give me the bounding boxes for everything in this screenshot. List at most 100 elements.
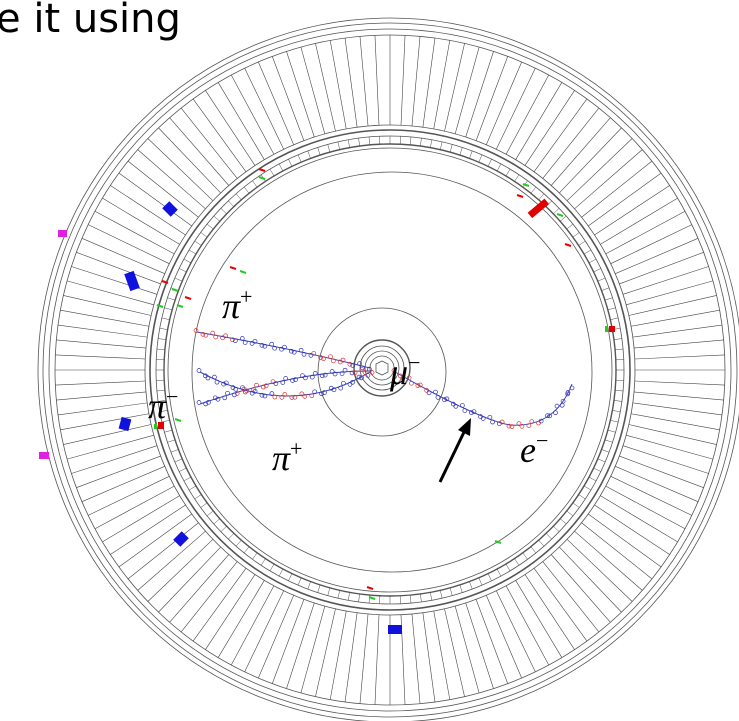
hit: [124, 270, 140, 292]
label-charge: −: [408, 350, 420, 375]
calorimeter-segment: [60, 413, 149, 431]
solenoid-segment: [317, 147, 321, 156]
calorimeter-segment: [63, 295, 152, 316]
solenoid-segment: [188, 249, 197, 255]
drift-hit: [331, 387, 337, 393]
hit: [366, 586, 374, 590]
solenoid-segment: [337, 141, 340, 150]
calorimeter-segment: [217, 580, 265, 658]
solenoid-segment: [161, 420, 170, 423]
solenoid-segment: [522, 552, 528, 560]
calorimeter-segment: [102, 197, 180, 245]
solenoid-segment: [545, 200, 552, 207]
drift-hit: [424, 388, 430, 393]
calorimeter-segment: [147, 539, 214, 602]
calorimeter-segment: [594, 504, 670, 555]
hit: [258, 176, 266, 180]
calorimeter-segment: [475, 599, 508, 684]
drift-hit: [415, 383, 421, 388]
drift-hit: [330, 358, 336, 364]
drift-hit: [559, 402, 565, 408]
calorimeter-segment: [400, 35, 406, 126]
hit: [516, 194, 524, 198]
calorimeter-segment: [454, 46, 480, 134]
solenoid-segment: [170, 449, 179, 453]
drift-hit: [193, 328, 199, 333]
solenoid-segment: [612, 410, 621, 413]
solenoid-segment: [297, 154, 302, 163]
calorimeter-segment: [137, 149, 206, 210]
calorimeter-segment: [158, 546, 221, 613]
solenoid-segment: [220, 208, 227, 215]
label-charge: +: [240, 284, 252, 309]
arrow-head: [458, 418, 471, 436]
drift-hit: [338, 385, 344, 391]
calorimeter-segment: [559, 127, 622, 194]
calorimeter-segment: [496, 68, 536, 150]
label-symbol: π: [148, 386, 167, 426]
label-symbol: π: [222, 286, 241, 326]
drift-hit: [519, 423, 525, 429]
drift-hit: [391, 368, 397, 373]
solenoid-segment: [358, 593, 360, 602]
calorimeter-segment: [486, 595, 522, 679]
drift-hit: [560, 398, 566, 404]
drift-hit: [203, 332, 209, 338]
drift-hit: [230, 337, 235, 343]
drift-hit: [553, 410, 558, 416]
calorimeter-segment: [147, 138, 214, 201]
calorimeter-segment: [244, 590, 284, 672]
solenoid-segment: [228, 200, 235, 207]
drift-hit: [262, 343, 268, 349]
hits: [39, 168, 615, 634]
calorimeter-segment: [81, 466, 165, 502]
calorimeter-segment: [94, 485, 175, 530]
calorimeter-segment: [137, 530, 206, 591]
solenoid-segment: [538, 540, 545, 547]
solenoid-segment: [159, 327, 168, 330]
solenoid-segment: [368, 136, 370, 145]
calorimeter-segment: [550, 117, 611, 186]
calorimeter-segment: [169, 554, 230, 623]
drift-hit: [442, 397, 447, 402]
solenoid-segment: [572, 502, 580, 508]
drift-hit: [357, 361, 362, 366]
hit: [368, 596, 376, 600]
calorimeter-segment: [60, 309, 149, 327]
header-text: e it using: [0, 0, 181, 42]
solenoid-segment: [593, 467, 601, 472]
calorimeter-segment: [588, 172, 662, 227]
calorimeter-segment: [622, 445, 709, 474]
solenoid-segment: [597, 458, 606, 463]
solenoid-segment: [478, 154, 483, 163]
drift-hit: [283, 376, 289, 381]
calorimeter-segment: [622, 266, 709, 295]
solenoid-segment: [578, 494, 586, 500]
solenoid-segment: [297, 577, 302, 586]
drift-hit: [272, 394, 278, 400]
solenoid-segment: [213, 518, 220, 525]
solenoid-segment: [307, 581, 311, 590]
drift-hit: [356, 374, 362, 380]
solenoid-segment: [496, 163, 502, 172]
calorimeter-segment: [66, 434, 154, 460]
hit: [609, 326, 615, 332]
drift-hit: [223, 333, 228, 339]
calorimeter-segment: [102, 495, 180, 543]
calorimeter-segment: [169, 117, 230, 186]
drift-hit: [196, 368, 202, 373]
drift-hit: [342, 367, 348, 373]
calorimeter-segment: [631, 309, 720, 327]
calorimeter-segment: [315, 43, 336, 132]
calorimeter-segment: [628, 295, 717, 316]
track: [199, 370, 373, 405]
calorimeter-segment: [66, 280, 154, 306]
drift-hit: [301, 351, 307, 357]
drift-hit: [480, 416, 486, 421]
drift-hit: [279, 395, 285, 400]
calorimeter-segment: [465, 51, 494, 138]
calorimeter-segment: [230, 585, 275, 666]
hit: [161, 280, 169, 284]
drift-hit: [273, 381, 279, 386]
solenoid-segment: [601, 449, 610, 453]
